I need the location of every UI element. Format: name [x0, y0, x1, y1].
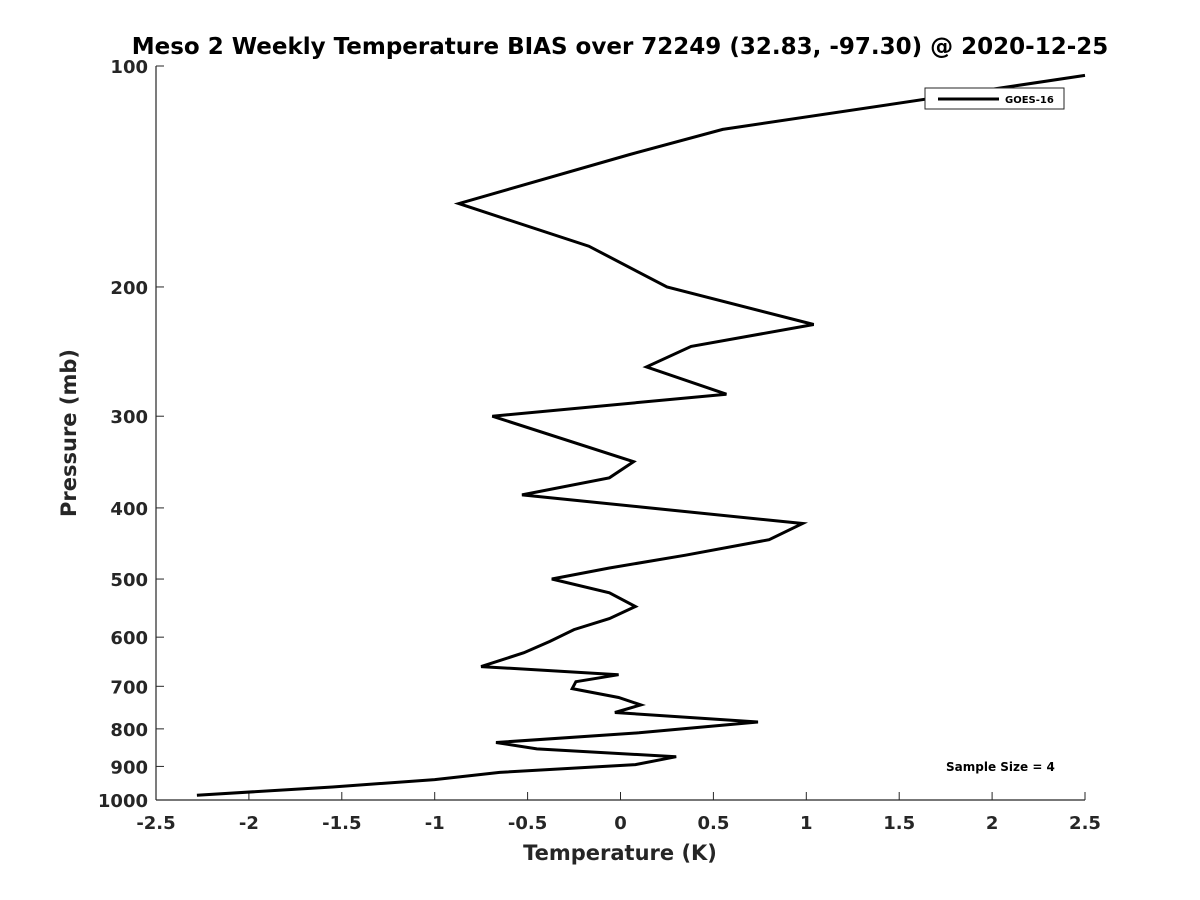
x-axis-label: Temperature (K)	[523, 841, 717, 865]
y-tick-label: 200	[110, 278, 148, 299]
y-tick-label: 800	[110, 720, 148, 741]
y-tick-label: 100	[110, 57, 148, 78]
x-tick-label: 2	[986, 813, 999, 834]
x-tick-label: 2.5	[1069, 813, 1101, 834]
x-tick-label: 1	[800, 813, 813, 834]
series-line-goes-16	[196, 73, 1086, 797]
y-tick-label: 1000	[98, 791, 148, 812]
y-axis-label: Pressure (mb)	[57, 349, 81, 517]
x-tick-label: -2	[239, 813, 259, 834]
x-tick-label: -1.5	[322, 813, 361, 834]
legend: GOES-16	[924, 87, 1065, 110]
y-tick-label: 600	[110, 628, 148, 649]
x-tick-label: 1.5	[883, 813, 915, 834]
y-axis-ticks: 100 200 300 400 500 600 700 800 900 1000	[98, 57, 164, 812]
y-tick-label: 700	[110, 677, 148, 698]
y-tick-label: 300	[110, 407, 148, 428]
x-tick-label: 0	[614, 813, 627, 834]
x-tick-label: -1	[425, 813, 445, 834]
x-tick-label: -0.5	[508, 813, 547, 834]
y-tick-label: 400	[110, 499, 148, 520]
y-tick-label: 500	[110, 570, 148, 591]
x-axis-ticks: -2.5 -2 -1.5 -1 -0.5 0 0.5 1 1.5 2 2.5	[136, 792, 1101, 834]
legend-label-goes-16: GOES-16	[1005, 95, 1054, 106]
series-layer	[196, 73, 1086, 797]
x-tick-label: 0.5	[697, 813, 729, 834]
y-tick-label: 900	[110, 757, 148, 778]
x-tick-label: -2.5	[136, 813, 175, 834]
chart-title: Meso 2 Weekly Temperature BIAS over 7224…	[132, 34, 1109, 60]
sample-size-annotation: Sample Size = 4	[946, 760, 1055, 774]
